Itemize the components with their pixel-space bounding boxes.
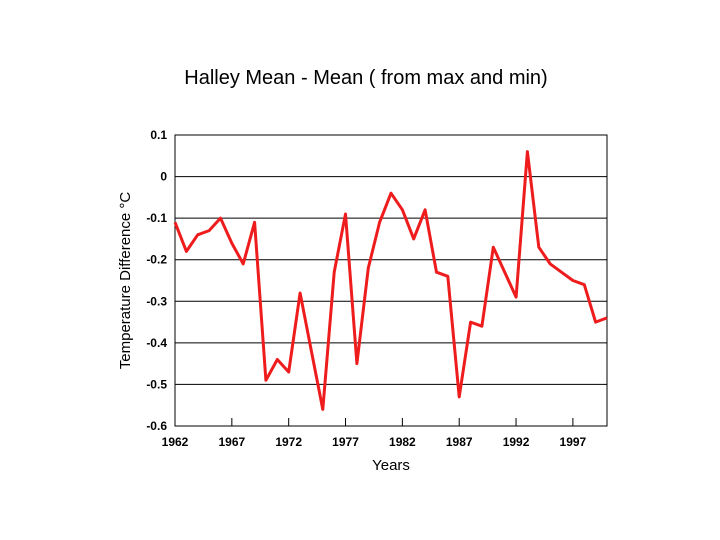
series-layer (173, 150, 608, 411)
y-tick-label: -0.2 (146, 253, 167, 267)
y-tick-label: -0.3 (146, 294, 167, 308)
plot-frame (174, 134, 608, 427)
x-tick-label: 1997 (560, 435, 587, 449)
y-axis-label: Temperature Difference °C (117, 192, 134, 370)
x-axis-ticks: 1962 1967 1972 1977 1982 1987 1992 1997 (162, 418, 587, 449)
y-tick-label: -0.4 (146, 336, 167, 350)
x-axis-label: Years (372, 457, 410, 474)
chart-title: Halley Mean - Mean ( from max and min) (184, 67, 547, 89)
x-tick-label: 1962 (162, 435, 189, 449)
y-tick-label: -0.6 (146, 419, 167, 433)
x-tick-label: 1992 (503, 435, 530, 449)
series-line (173, 150, 608, 411)
y-tick-label: -0.1 (146, 211, 167, 225)
grid (175, 134, 607, 427)
y-tick-label: -0.5 (146, 377, 167, 391)
x-tick-label: 1967 (218, 435, 245, 449)
y-tick-label: 0.1 (150, 128, 167, 142)
x-tick-label: 1987 (446, 435, 473, 449)
y-axis-ticks: 0.1 0 -0.1 -0.2 -0.3 -0.4 -0.5 -0.6 (146, 128, 167, 433)
x-tick-label: 1982 (389, 435, 416, 449)
x-tick-label: 1972 (275, 435, 302, 449)
y-tick-label: 0 (160, 170, 167, 184)
x-tick-label: 1977 (332, 435, 359, 449)
